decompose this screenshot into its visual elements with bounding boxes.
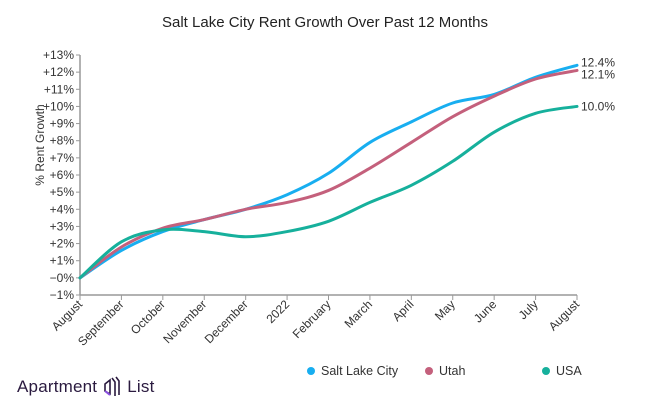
- y-tick-label: +4%: [50, 202, 75, 216]
- x-tick-label: June: [471, 297, 500, 326]
- x-tick-label: November: [160, 297, 209, 346]
- legend-dot-icon: [307, 367, 315, 375]
- y-tick-label: +8%: [50, 134, 75, 148]
- end-value-label: 12.4%: [581, 55, 615, 69]
- x-tick-label: February: [290, 297, 334, 341]
- legend-label: Utah: [439, 364, 466, 378]
- apartment-list-logo-icon: [104, 376, 121, 396]
- y-tick-label: +9%: [50, 117, 75, 131]
- legend-item-utah[interactable]: Utah: [425, 364, 465, 378]
- x-tick-label: October: [128, 297, 168, 337]
- logo-text: List: [127, 377, 155, 396]
- x-tick-label: August: [49, 297, 86, 334]
- y-tick-label: +5%: [50, 185, 75, 199]
- x-tick-label: August: [546, 297, 583, 334]
- legend-dot-icon: [425, 367, 433, 375]
- y-tick-label: +6%: [50, 168, 75, 182]
- y-tick-label: +11%: [44, 82, 74, 96]
- y-tick-label: −1%: [50, 288, 75, 302]
- apartment-list-logo: Apartment List: [17, 376, 155, 398]
- series-line-salt-lake-city: [78, 63, 579, 280]
- x-tick-label: July: [516, 297, 541, 322]
- x-tick-label: March: [342, 297, 375, 330]
- y-tick-label: +3%: [50, 219, 75, 233]
- legend-dot-icon: [542, 367, 550, 375]
- legend-label: USA: [556, 364, 582, 378]
- legend-item-salt-lake-city[interactable]: Salt Lake City: [307, 364, 398, 378]
- x-tick-label: December: [202, 297, 251, 346]
- end-value-label: 12.1%: [581, 67, 615, 81]
- x-tick-label: April: [390, 297, 417, 324]
- y-tick-label: +10%: [43, 99, 74, 113]
- end-value-label: 10.0%: [581, 99, 615, 113]
- y-tick-label: +12%: [43, 65, 74, 79]
- y-tick-label: +1%: [50, 254, 75, 268]
- y-tick-label: +13%: [43, 48, 74, 62]
- series-line-utah: [78, 68, 579, 280]
- chart-title: Salt Lake City Rent Growth Over Past 12 …: [162, 14, 488, 31]
- y-tick-label: +2%: [50, 237, 75, 251]
- logo-text: Apartment: [17, 377, 98, 396]
- series-line-usa: [78, 104, 579, 280]
- legend-label: Salt Lake City: [321, 364, 399, 378]
- x-tick-label: May: [432, 297, 458, 323]
- legend-item-usa[interactable]: USA: [542, 364, 582, 378]
- y-axis-label: % Rent Growth: [33, 104, 47, 185]
- y-tick-label: +7%: [50, 151, 75, 165]
- y-tick-label: −0%: [50, 271, 75, 285]
- x-tick-label: 2022: [263, 297, 292, 326]
